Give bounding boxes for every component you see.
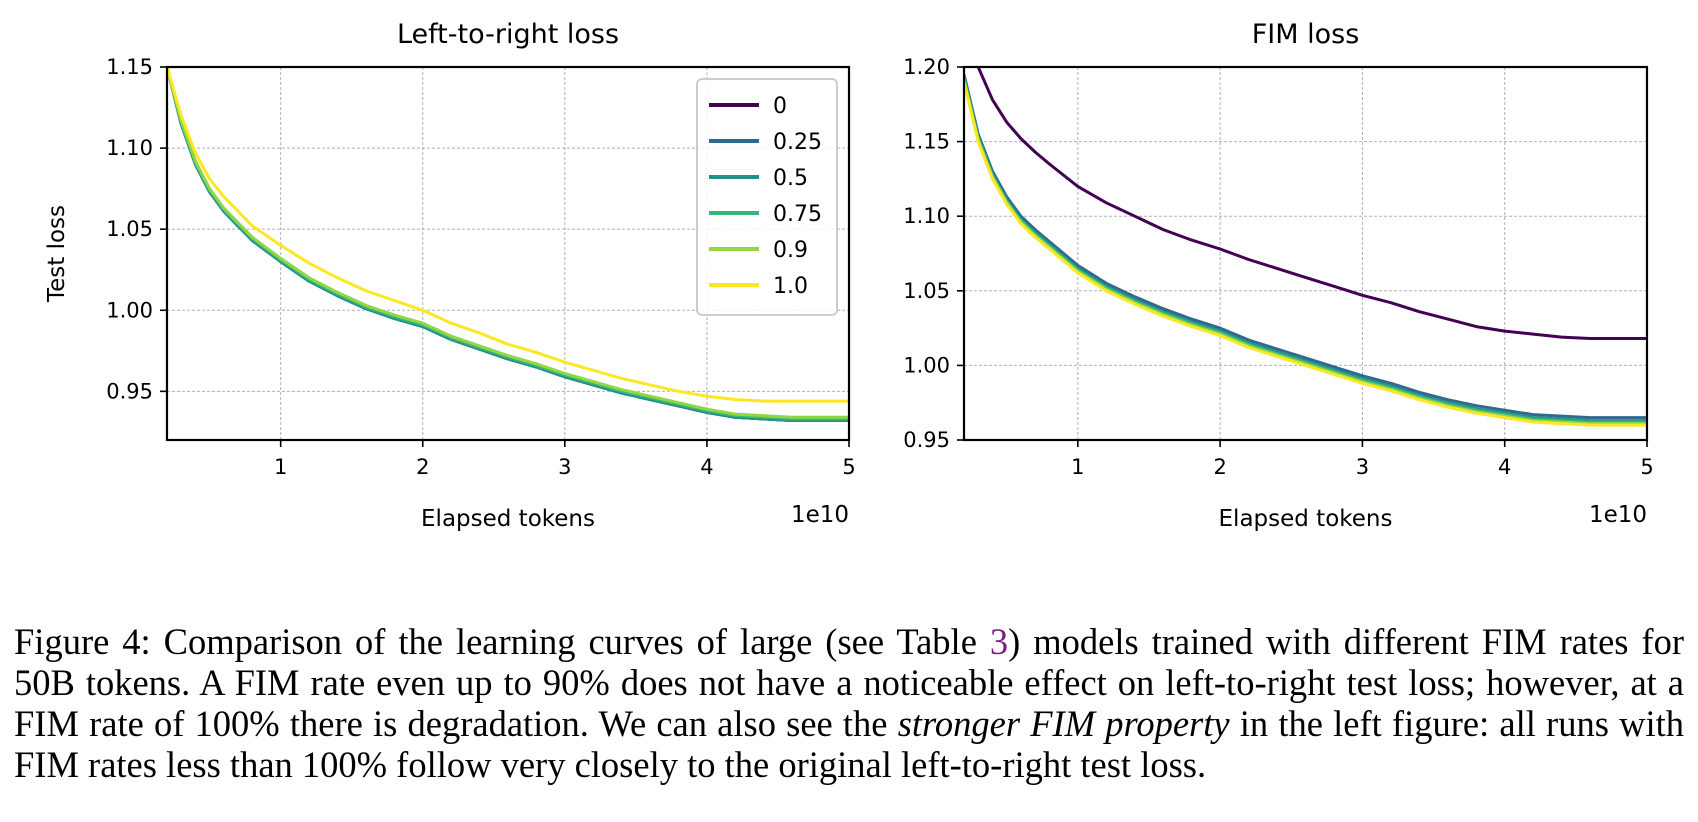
chart1-x-tick-label-3: 4: [1498, 455, 1511, 479]
chart0-y-tick-label-2: 1.05: [106, 217, 153, 241]
chart0-y-tick-label-3: 1.10: [106, 136, 153, 160]
chart1-series-line-5: [964, 81, 1647, 427]
chart0-y-tick-label-4: 1.15: [106, 55, 153, 79]
chart0-legend-label-0: 0: [773, 94, 787, 119]
table-reference-link[interactable]: 3: [989, 620, 1009, 662]
chart1-series-line-4: [964, 80, 1647, 426]
chart1-group: 1 2 3 4 5 0.95 1.00 1.05 1.10 1.15 1.20 FIM loss Ela…: [903, 19, 1653, 532]
figure-caption: Figure 4: Comparison of the learning cur…: [14, 621, 1684, 785]
chart1-series-line-1: [964, 74, 1647, 420]
chart1-y-tick-label-4: 1.15: [903, 130, 950, 154]
chart0-title: Left-to-right loss: [397, 19, 619, 50]
chart0-y-tick-label-0: 0.95: [106, 379, 153, 403]
chart0-legend: 0 0.25 0.5 0.75 0.9 1.0: [696, 78, 838, 316]
chart0-y-axis-label: Test loss: [44, 205, 70, 303]
chart1-y-tick-label-2: 1.05: [903, 279, 950, 303]
chart1-y-tick-label-3: 1.10: [903, 204, 950, 228]
caption-text-1: Comparison of the learning curves of lar…: [150, 620, 990, 662]
chart1-series-line-3: [964, 78, 1647, 424]
chart0-legend-box: [696, 78, 838, 316]
chart0-x-tick-label-4: 5: [842, 455, 855, 479]
chart1-y-tick-label-0: 0.95: [903, 428, 950, 452]
chart0-x-tick-label-3: 4: [700, 455, 713, 479]
caption-emphasis: stronger FIM property: [897, 702, 1230, 744]
chart1-x-axis-label: Elapsed tokens: [1219, 506, 1393, 532]
chart1-x-tick-label-0: 1: [1071, 455, 1084, 479]
chart1-y-tick-label-5: 1.20: [903, 55, 950, 79]
chart1-x-tick-label-4: 5: [1640, 455, 1653, 479]
chart1-series-line-0: [976, 67, 1647, 340]
chart0-legend-label-4: 0.9: [773, 238, 808, 263]
chart0-plot-frame: [165, 65, 851, 442]
chart0-series-group: [167, 67, 849, 422]
chart1-plot-frame: [962, 65, 1649, 442]
caption-label: Figure 4:: [14, 620, 151, 662]
chart0-legend-label-2: 0.5: [773, 166, 808, 191]
chart0-y-tick-label-1: 1.00: [106, 298, 153, 322]
caption-text-3: in the left figure: all runs with FIM ra…: [14, 702, 1684, 785]
chart1-x-offset-label: 1e10: [1589, 502, 1647, 528]
chart0-x-offset-label: 1e10: [791, 502, 849, 528]
chart1-title: FIM loss: [1252, 19, 1360, 50]
chart0-x-tick-label-0: 1: [274, 455, 287, 479]
chart1-series-line-2: [964, 77, 1647, 423]
chart0-series-line-4: [167, 67, 849, 419]
figure-area: 1 2 3 4 5 0.95 1.00 1.05 1.10 1.15 Left-to-right l…: [44, 19, 1654, 532]
chart0-series-line-5: [167, 67, 849, 403]
chart1-x-tick-label-2: 3: [1356, 455, 1369, 479]
chart0-x-axis-label: Elapsed tokens: [421, 506, 595, 532]
chart0-x-tick-label-2: 3: [558, 455, 571, 479]
chart0-x-tick-label-1: 2: [416, 455, 429, 479]
caption-text-2: ) models trained with different FIM rate…: [14, 620, 1684, 744]
chart1-x-tick-label-1: 2: [1213, 455, 1226, 479]
chart1-series-group: [964, 67, 1647, 427]
chart0-legend-label-5: 1.0: [773, 274, 808, 299]
chart0-legend-label-1: 0.25: [773, 130, 822, 155]
chart0-legend-label-3: 0.75: [773, 202, 822, 227]
chart1-y-tick-label-1: 1.00: [903, 353, 950, 377]
